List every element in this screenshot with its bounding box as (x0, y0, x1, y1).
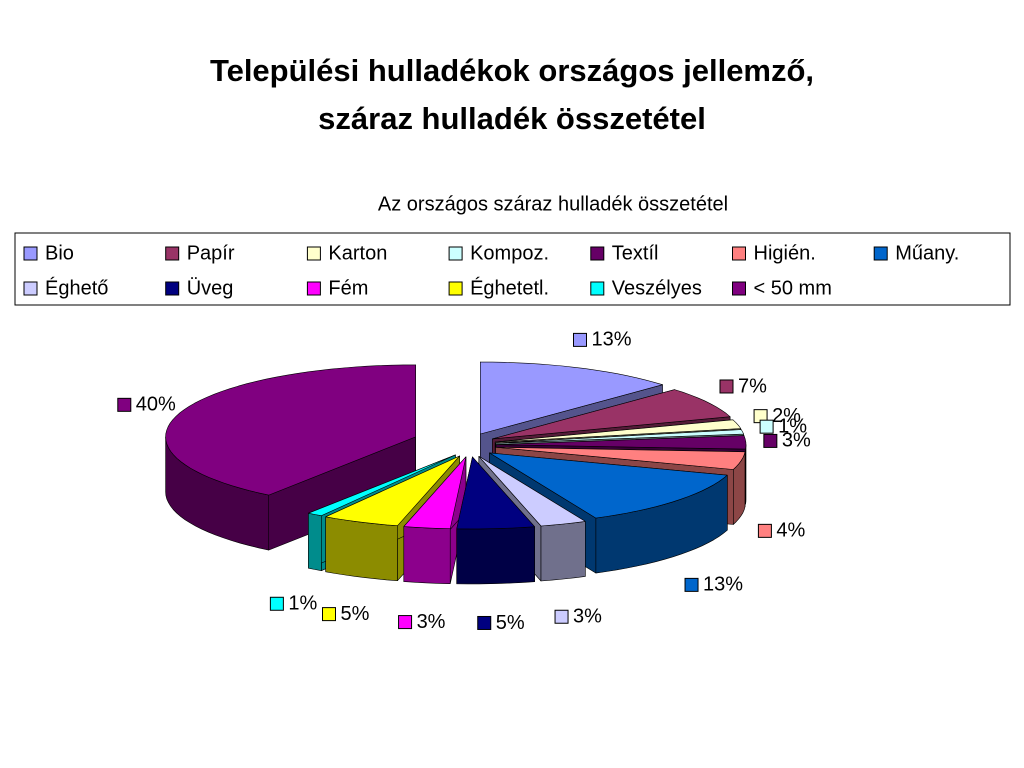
value-label: 13% (591, 329, 631, 351)
slice (308, 454, 456, 516)
slide-title: Települési hulladékok országos jellemző, (210, 53, 814, 88)
value-key (572, 332, 587, 347)
legend-swatch (165, 281, 180, 296)
value-label: 5% (496, 612, 525, 634)
legend-swatch (448, 281, 463, 296)
legend-swatch (23, 246, 38, 261)
slice (456, 456, 535, 530)
legend-swatch (165, 246, 180, 261)
value-key (117, 397, 132, 412)
value-label: 3% (417, 611, 446, 633)
value-label: 4% (776, 520, 805, 542)
slice (495, 429, 744, 444)
legend-swatch (306, 281, 321, 296)
slide-title: száraz hulladék összetétel (318, 101, 706, 136)
legend-swatch (732, 281, 746, 296)
value-key (477, 615, 492, 630)
legend-swatch (732, 246, 746, 261)
value-key (269, 596, 284, 611)
slice-wall (403, 526, 451, 584)
legend-label: Textíl (612, 242, 659, 264)
legend-swatch (873, 246, 888, 261)
legend-label: < 50 mm (754, 277, 832, 299)
legend-swatch (448, 246, 463, 261)
legend-label: Éghető (45, 276, 108, 299)
legend-label: Karton (328, 242, 387, 264)
legend-label: Bio (45, 242, 74, 264)
slice (495, 435, 747, 450)
slice (403, 456, 467, 529)
legend-label: Éghetetl. (470, 276, 549, 299)
slice (165, 364, 416, 496)
value-key (398, 615, 413, 630)
slice (494, 419, 742, 443)
slice-wall (540, 521, 586, 582)
pie (165, 361, 747, 585)
value-label: 1% (778, 415, 807, 437)
value-label: 3% (782, 430, 811, 452)
value-label: 40% (136, 394, 176, 416)
slice-wall (308, 512, 322, 571)
legend-label: Műany. (895, 242, 959, 264)
slice (325, 455, 460, 526)
slice (492, 389, 731, 440)
slice (478, 455, 586, 527)
value-key (684, 577, 699, 592)
legend-label: Kompoz. (470, 242, 549, 264)
value-label: 5% (341, 603, 370, 625)
slice-wall (745, 444, 747, 505)
legend-label: Papír (187, 242, 235, 264)
value-label: 3% (573, 606, 602, 628)
value-key (554, 609, 569, 624)
legend-swatch (306, 246, 321, 261)
value-label: 7% (738, 375, 767, 397)
slice (480, 361, 663, 435)
value-label: 1% (288, 593, 317, 615)
legend-label: Higién. (754, 242, 816, 264)
slice-wall (325, 516, 398, 581)
value-key (757, 523, 772, 538)
chart-title: Az országos száraz hulladék összetétel (378, 193, 728, 215)
value-key (719, 379, 734, 394)
value-label: 2% (772, 405, 801, 427)
legend-swatch (23, 281, 38, 296)
slice-wall (456, 526, 535, 585)
legend-label: Üveg (187, 277, 234, 299)
legend-label: Veszélyes (612, 277, 702, 299)
value-key (322, 607, 337, 622)
value-key (759, 419, 774, 434)
legend-label: Fém (328, 277, 368, 299)
value-label: 13% (703, 574, 743, 596)
slice (489, 452, 728, 519)
legend-swatch (590, 246, 605, 261)
value-key (763, 433, 778, 448)
legend-swatch (590, 281, 605, 296)
legend-box (14, 232, 1011, 306)
slice (495, 446, 746, 470)
